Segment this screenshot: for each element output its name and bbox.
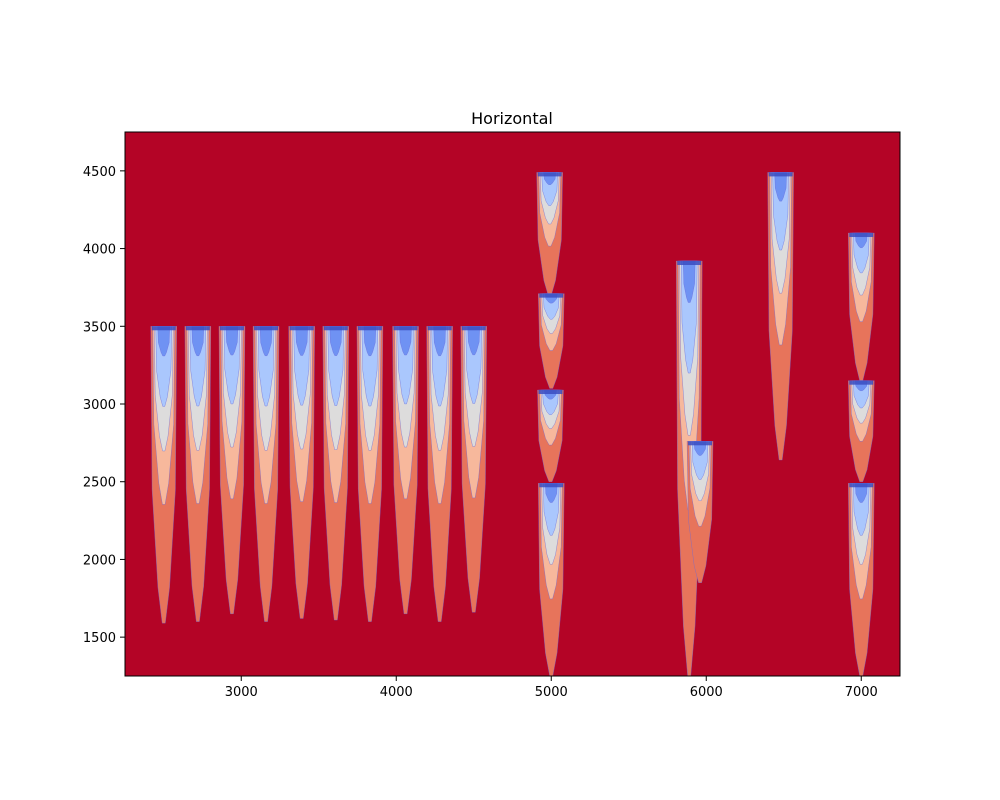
plume-7-source [357,326,382,331]
y-axis: 1500 2000 2500 3000 3500 4000 4500 [83,165,125,646]
plume-18-source [849,233,874,238]
plume-14-source [539,483,564,488]
plume-4 [252,326,280,622]
plume-1 [150,326,178,624]
plume-11 [536,172,563,296]
x-tick-label-3000: 3000 [225,685,258,700]
plume-8-source [393,326,418,331]
plume-9 [426,326,453,622]
plume-7-band-5 [363,326,377,357]
x-tick-label-6000: 6000 [690,685,723,700]
plume-4-band-5 [259,326,273,357]
plume-5-source [289,326,314,331]
plume-15-band-5 [682,260,696,303]
plume-3-band-5 [225,326,239,356]
x-axis: 3000 4000 5000 6000 7000 [225,676,878,700]
plume-6-source [323,326,348,331]
y-tick-label-3500: 3500 [83,320,116,335]
plume-3 [218,326,246,615]
plume-11-source [537,172,562,177]
plume-9-source [427,326,452,331]
plume-12 [537,293,565,389]
plume-19 [847,380,875,482]
plume-13-source [538,390,563,395]
plume-17-band-5 [774,172,787,202]
plume-18 [847,232,875,381]
plume-9-band-5 [433,326,446,357]
plume-13 [537,389,564,482]
plume-5-band-5 [295,326,308,356]
plume-layer [150,172,875,676]
plume-17-source [768,172,793,177]
plume-6-band-5 [329,326,343,356]
plot-area [124,131,901,677]
plume-16 [686,441,714,583]
plume-14 [537,483,565,676]
plume-16-source [688,441,713,446]
plume-7 [356,326,384,622]
x-tick-label-7000: 7000 [845,685,878,700]
plume-2-source [185,326,210,331]
plume-10-source [461,326,486,331]
plume-12-source [539,293,564,298]
y-tick-label-2000: 2000 [83,553,116,568]
y-tick-label-2500: 2500 [83,476,116,491]
plume-15-source [677,261,702,266]
plume-6 [322,326,350,621]
plume-10 [460,326,488,613]
y-tick-label-1500: 1500 [83,631,116,646]
plume-8-band-5 [399,326,412,356]
plume-1-band-5 [157,326,171,357]
plume-4-source [254,326,279,331]
y-tick-label-4500: 4500 [83,165,116,180]
plume-1-source [151,326,176,331]
plume-17 [767,172,794,461]
plume-3-source [219,326,244,331]
x-tick-label-5000: 5000 [535,685,568,700]
y-tick-label-4000: 4000 [83,243,116,258]
chart-title: Horizontal [471,109,553,128]
plume-10-band-5 [467,326,481,356]
plume-20-source [849,483,874,488]
plume-20 [847,483,875,676]
x-tick-label-4000: 4000 [380,685,413,700]
plume-5 [288,326,315,619]
plume-2 [184,326,212,622]
plume-19-source [849,380,874,385]
plume-2-band-5 [191,326,205,357]
plume-8 [392,326,419,615]
y-tick-label-3000: 3000 [83,398,116,413]
